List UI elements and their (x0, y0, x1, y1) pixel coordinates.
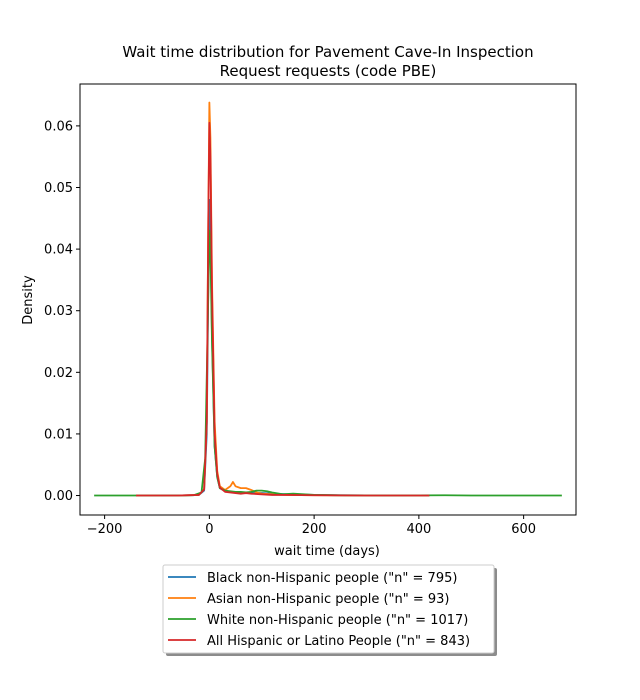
plot-area (79, 83, 577, 516)
legend-label-3: All Hispanic or Latino People ("n" = 843… (207, 634, 470, 649)
legend-label-0: Black non-Hispanic people ("n" = 795) (207, 571, 457, 586)
y-tick-label: 0.00 (44, 489, 73, 504)
chart-title-line-2: Request requests (code PBE) (220, 62, 437, 80)
x-tick-label: 0 (205, 522, 213, 537)
y-tick-label: 0.05 (44, 181, 73, 196)
chart-title-line-1: Wait time distribution for Pavement Cave… (122, 43, 533, 61)
series-line-3 (136, 121, 430, 497)
legend: Black non-Hispanic people ("n" = 795) Asi… (162, 564, 497, 656)
x-axis-label: wait time (days) (274, 544, 380, 559)
y-tick-label: 0.02 (44, 366, 73, 381)
y-tick-label: 0.04 (44, 243, 73, 258)
y-tick-label: 0.06 (44, 119, 73, 134)
x-tick-label: 600 (511, 522, 536, 537)
legend-label-1: Asian non-Hispanic people ("n" = 93) (207, 592, 450, 607)
y-tick-label: 0.03 (44, 304, 73, 319)
y-axis-label: Density (21, 275, 36, 325)
series-line-2 (94, 229, 562, 497)
x-tick-label: 400 (406, 522, 431, 537)
x-axis: −200 0 200 400 600 (87, 515, 536, 537)
legend-items: Black non-Hispanic people ("n" = 795) Asi… (168, 571, 470, 649)
series-line-1 (136, 101, 430, 497)
legend-label-2: White non-Hispanic people ("n" = 1017) (207, 613, 468, 628)
plot-frame (79, 83, 577, 516)
chart-title: Wait time distribution for Pavement Cave… (122, 43, 533, 80)
legend-box (162, 564, 495, 654)
x-tick-label: −200 (87, 522, 123, 537)
y-axis: 0.00 0.01 0.02 0.03 0.04 0.05 0.06 (44, 119, 80, 504)
x-tick-label: 200 (302, 522, 327, 537)
series-lines (94, 101, 562, 497)
series-line-0 (136, 198, 430, 497)
y-tick-label: 0.01 (44, 427, 73, 442)
